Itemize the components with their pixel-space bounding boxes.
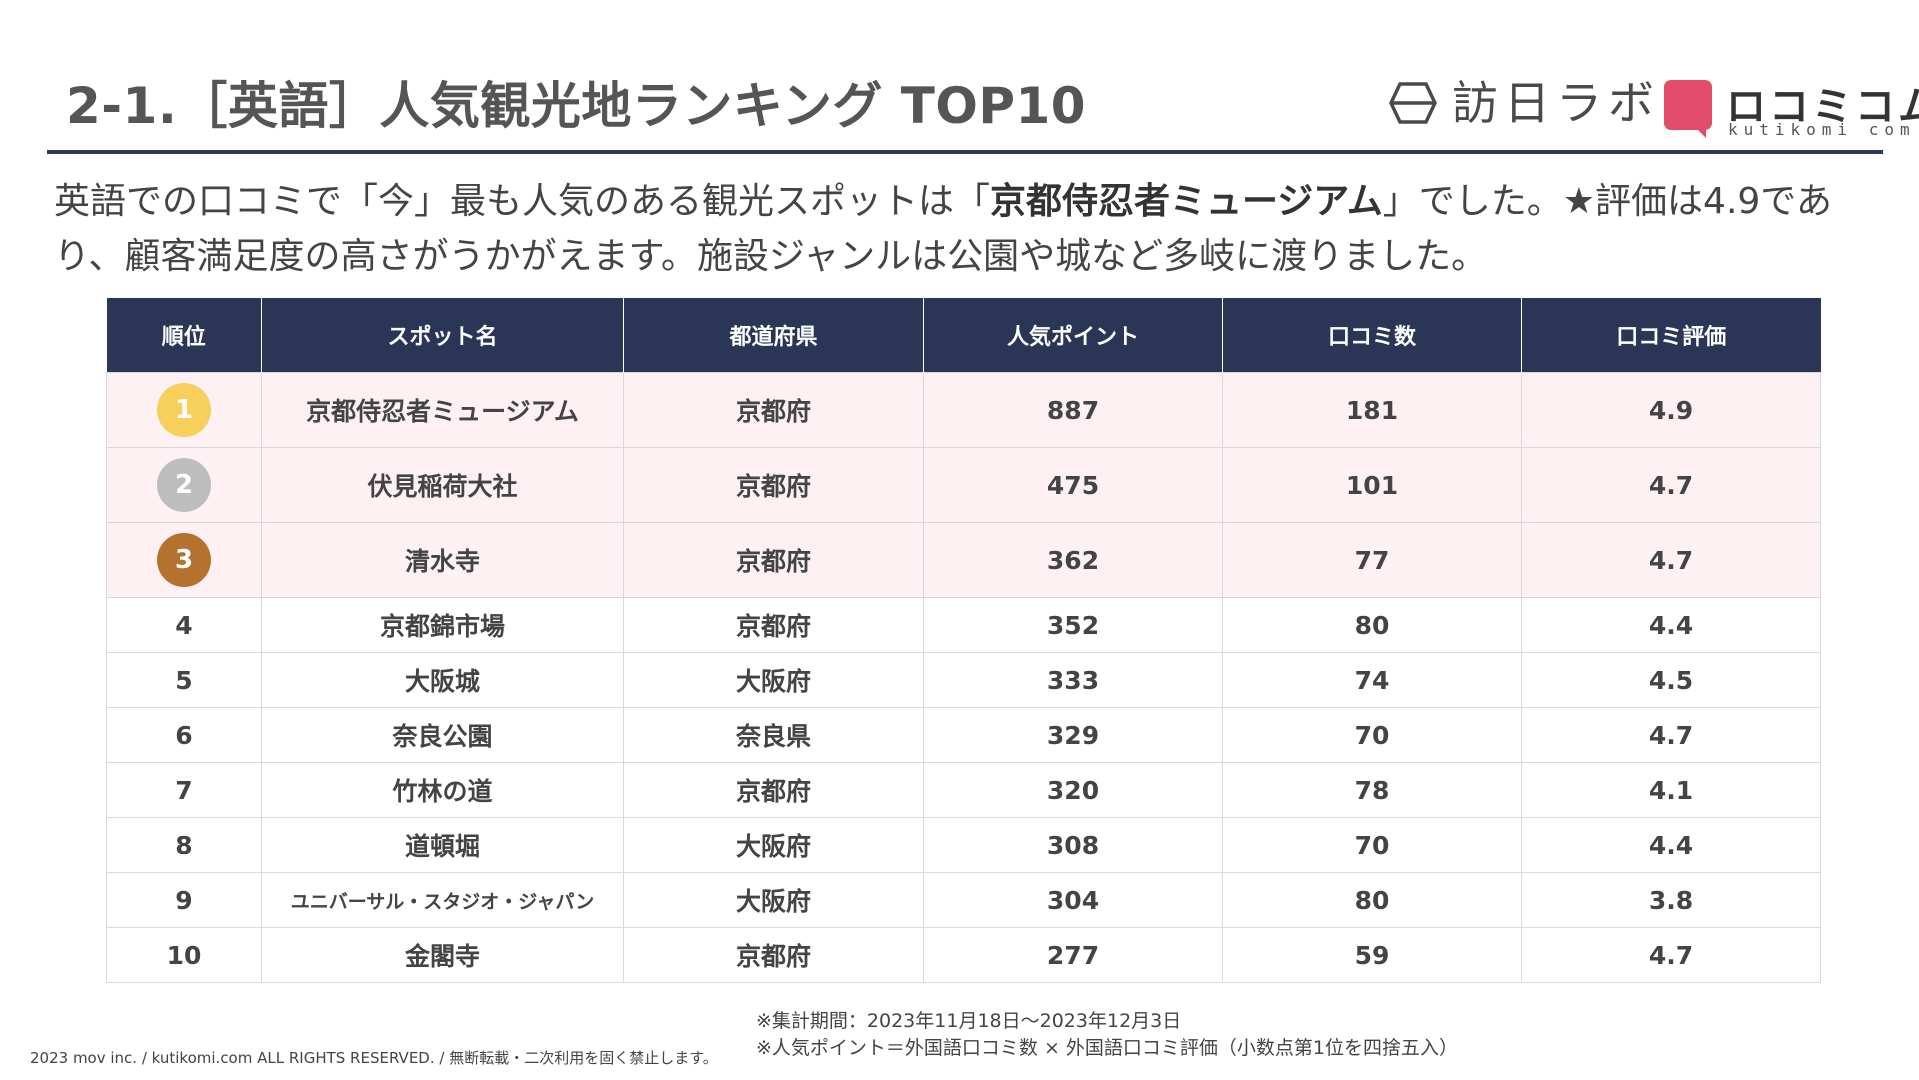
rank-cell: 1 bbox=[106, 372, 262, 448]
rating: 4.7 bbox=[1521, 522, 1821, 598]
rank-cell: 5 bbox=[106, 652, 262, 708]
kutikomi-name: ロコミコム bbox=[1726, 84, 1919, 130]
prefecture: 奈良県 bbox=[623, 707, 924, 763]
review-count: 101 bbox=[1222, 447, 1522, 523]
intro-highlight: 京都侍忍者ミュージアム bbox=[990, 181, 1383, 222]
review-count: 77 bbox=[1222, 522, 1522, 598]
copyright: 2023 mov inc. / kutikomi.com ALL RIGHTS … bbox=[30, 1049, 718, 1067]
spot-name: 清水寺 bbox=[261, 522, 624, 598]
rating: 4.7 bbox=[1521, 927, 1821, 983]
table-header-row: 順位 スポット名 都道府県 人気ポイント 口コミ数 口コミ評価 bbox=[106, 298, 1821, 373]
prefecture: 京都府 bbox=[623, 762, 924, 818]
table-row: 2 伏見稲荷大社 京都府 475 101 4.7 bbox=[106, 447, 1821, 523]
speech-bubble-icon bbox=[1664, 80, 1712, 138]
note-period: ※集計期間：2023年11月18日～2023年12月3日 bbox=[756, 1010, 1182, 1032]
rank-cell: 2 bbox=[106, 447, 262, 523]
review-count: 80 bbox=[1222, 597, 1522, 653]
rank-cell: 4 bbox=[106, 597, 262, 653]
gold-medal-icon: 1 bbox=[157, 383, 211, 437]
prefecture: 京都府 bbox=[623, 447, 924, 523]
prefecture: 京都府 bbox=[623, 927, 924, 983]
header-spot: スポット名 bbox=[261, 298, 624, 373]
prefecture: 大阪府 bbox=[623, 817, 924, 873]
header-prefecture: 都道府県 bbox=[623, 298, 924, 373]
rank-cell: 6 bbox=[106, 707, 262, 763]
hexagon-icon bbox=[1389, 82, 1437, 124]
review-count: 70 bbox=[1222, 817, 1522, 873]
header-reviews: 口コミ数 bbox=[1222, 298, 1522, 373]
prefecture: 京都府 bbox=[623, 522, 924, 598]
spot-name: 竹林の道 bbox=[261, 762, 624, 818]
table-row: 5 大阪城 大阪府 333 74 4.5 bbox=[106, 652, 1821, 708]
rank-cell: 7 bbox=[106, 762, 262, 818]
prefecture: 京都府 bbox=[623, 597, 924, 653]
table-row: 9 ユニバーサル・スタジオ・ジャパン 大阪府 304 80 3.8 bbox=[106, 872, 1821, 928]
header-points: 人気ポイント bbox=[923, 298, 1223, 373]
footnotes: ※集計期間：2023年11月18日～2023年12月3日 ※人気ポイント＝外国語… bbox=[756, 1008, 1458, 1062]
kutikomi-sub: kutikomi com bbox=[1728, 120, 1916, 139]
table-row: 6 奈良公園 奈良県 329 70 4.7 bbox=[106, 707, 1821, 763]
header-rank: 順位 bbox=[106, 298, 262, 373]
points: 277 bbox=[923, 927, 1223, 983]
points: 308 bbox=[923, 817, 1223, 873]
spot-name: 金閣寺 bbox=[261, 927, 624, 983]
rating: 4.5 bbox=[1521, 652, 1821, 708]
hojin-lab-name: 訪日ラボ bbox=[1452, 76, 1660, 130]
review-count: 80 bbox=[1222, 872, 1522, 928]
spot-name: 京都侍忍者ミュージアム bbox=[261, 372, 624, 448]
rating: 3.8 bbox=[1521, 872, 1821, 928]
table-row: 8 道頓堀 大阪府 308 70 4.4 bbox=[106, 817, 1821, 873]
rating: 4.4 bbox=[1521, 597, 1821, 653]
header-rating: 口コミ評価 bbox=[1521, 298, 1821, 373]
intro-part1: 英語での口コミで「今」最も人気のある観光スポットは「 bbox=[54, 181, 991, 222]
prefecture: 大阪府 bbox=[623, 872, 924, 928]
ranking-table: 順位 スポット名 都道府県 人気ポイント 口コミ数 口コミ評価 1 京都侍忍者ミ… bbox=[106, 298, 1821, 983]
rating: 4.4 bbox=[1521, 817, 1821, 873]
prefecture: 大阪府 bbox=[623, 652, 924, 708]
rating: 4.1 bbox=[1521, 762, 1821, 818]
intro-text: 英語での口コミで「今」最も人気のある観光スポットは「京都侍忍者ミュージアム」でし… bbox=[54, 174, 1884, 284]
silver-medal-icon: 2 bbox=[157, 458, 211, 512]
hojin-lab-logo: 訪日ラボ bbox=[1388, 80, 1660, 126]
title-divider bbox=[47, 150, 1883, 154]
spot-name: 道頓堀 bbox=[261, 817, 624, 873]
table-row: 7 竹林の道 京都府 320 78 4.1 bbox=[106, 762, 1821, 818]
note-formula: ※人気ポイント＝外国語口コミ数 × 外国語口コミ評価（小数点第1位を四捨五入） bbox=[756, 1037, 1459, 1059]
spot-name: ユニバーサル・スタジオ・ジャパン bbox=[261, 872, 624, 928]
points: 887 bbox=[923, 372, 1223, 448]
spot-name: 伏見稲荷大社 bbox=[261, 447, 624, 523]
rating: 4.7 bbox=[1521, 707, 1821, 763]
review-count: 78 bbox=[1222, 762, 1522, 818]
review-count: 59 bbox=[1222, 927, 1522, 983]
rating: 4.9 bbox=[1521, 372, 1821, 448]
review-count: 74 bbox=[1222, 652, 1522, 708]
logo-area: 訪日ラボ ロコミコム kutikomi com bbox=[1388, 76, 1919, 146]
points: 475 bbox=[923, 447, 1223, 523]
points: 320 bbox=[923, 762, 1223, 818]
rating: 4.7 bbox=[1521, 447, 1821, 523]
bronze-medal-icon: 3 bbox=[157, 533, 211, 587]
table-row: 1 京都侍忍者ミュージアム 京都府 887 181 4.9 bbox=[106, 372, 1821, 448]
review-count: 181 bbox=[1222, 372, 1522, 448]
rank-cell: 3 bbox=[106, 522, 262, 598]
spot-name: 京都錦市場 bbox=[261, 597, 624, 653]
points: 352 bbox=[923, 597, 1223, 653]
table-row: 4 京都錦市場 京都府 352 80 4.4 bbox=[106, 597, 1821, 653]
points: 333 bbox=[923, 652, 1223, 708]
prefecture: 京都府 bbox=[623, 372, 924, 448]
table-row: 10 金閣寺 京都府 277 59 4.7 bbox=[106, 927, 1821, 983]
page-title: 2-1.［英語］人気観光地ランキング TOP10 bbox=[66, 77, 1087, 135]
rank-cell: 8 bbox=[106, 817, 262, 873]
points: 362 bbox=[923, 522, 1223, 598]
rank-cell: 10 bbox=[106, 927, 262, 983]
spot-name: 大阪城 bbox=[261, 652, 624, 708]
review-count: 70 bbox=[1222, 707, 1522, 763]
points: 329 bbox=[923, 707, 1223, 763]
spot-name: 奈良公園 bbox=[261, 707, 624, 763]
table-row: 3 清水寺 京都府 362 77 4.7 bbox=[106, 522, 1821, 598]
rank-cell: 9 bbox=[106, 872, 262, 928]
points: 304 bbox=[923, 872, 1223, 928]
intro-part2: 」でした。★評価は4.9であり、顧客満足度の高さがうかがえます。施設ジャンルは公… bbox=[54, 181, 1832, 277]
